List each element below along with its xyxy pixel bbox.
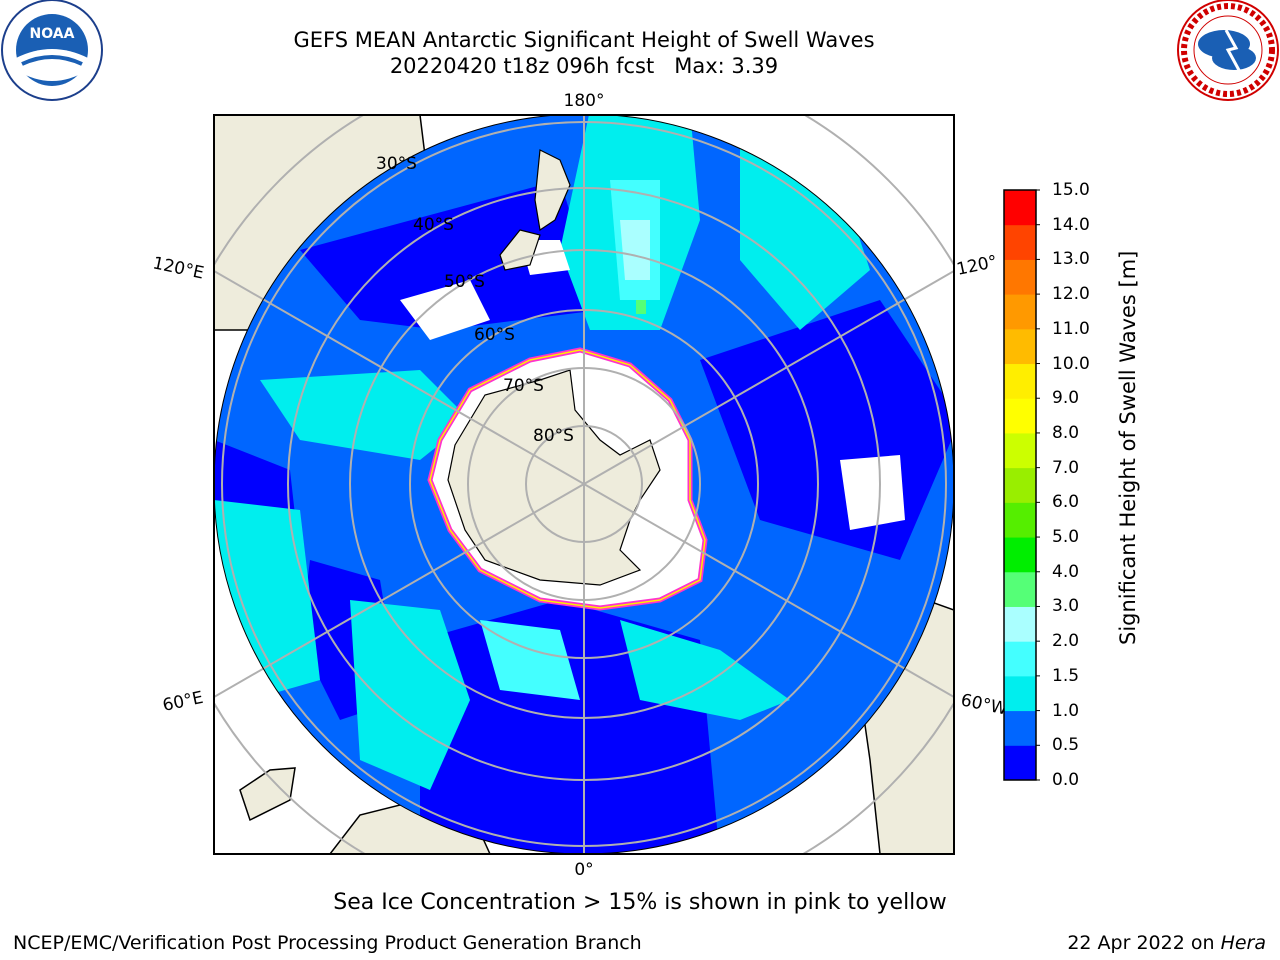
lat-label-30s: 30°S (376, 154, 417, 174)
colorbar-tick-label: 13.0 (1052, 249, 1090, 270)
colorbar-tick-label: 8.0 (1052, 422, 1080, 443)
colorbar-segment (1004, 641, 1036, 677)
graticule (214, 115, 954, 854)
colorbar-segment (1004, 398, 1036, 434)
lat-label-50s: 50°S (444, 272, 485, 292)
colorbar-tick-label: 6.0 (1052, 492, 1080, 513)
colorbar-segment (1004, 294, 1036, 330)
colorbar-tick-label: 7.0 (1052, 457, 1080, 478)
colorbar-tick-label: 1.5 (1052, 665, 1080, 686)
colorbar-segment (1004, 363, 1036, 399)
lon-label-120w: 120° (955, 252, 999, 280)
lon-label-180: 180° (564, 91, 605, 111)
colorbar-segment (1004, 328, 1036, 365)
noaa-logo-icon: NOAA (1, 0, 103, 101)
colorbar (1003, 189, 1040, 781)
colorbar-segment (1004, 224, 1036, 260)
footer-date-text: 22 Apr 2022 on (1067, 932, 1221, 954)
colorbar-tick-label: 12.0 (1052, 284, 1090, 305)
lon-label-0: 0° (574, 860, 593, 880)
colorbar-segment (1004, 502, 1036, 538)
lat-label-80s: 80°S (533, 426, 574, 446)
lat-label-70s: 70°S (503, 376, 544, 396)
colorbar-tick-label: 0.5 (1052, 735, 1080, 756)
colorbar-tick-label: 9.0 (1052, 388, 1080, 409)
noaa-logo-text: NOAA (30, 26, 75, 42)
colorbar-tick-label: 1.0 (1052, 700, 1080, 721)
colorbar-tick-label: 15.0 (1052, 180, 1090, 200)
colorbar-segment (1004, 432, 1036, 469)
footer-branch: NCEP/EMC/Verification Post Processing Pr… (13, 932, 642, 954)
colorbar-segment (1004, 675, 1036, 712)
footer-date: 22 Apr 2022 on Hera (1067, 932, 1266, 954)
colorbar-tick-label: 2.0 (1052, 631, 1080, 652)
sea-ice-note: Sea Ice Concentration > 15% is shown in … (333, 890, 947, 915)
colorbar-segment (1004, 259, 1036, 295)
footer-machine: Hera (1220, 932, 1266, 954)
colorbar-segment (1004, 190, 1036, 226)
colorbar-segment (1004, 571, 1036, 607)
lon-label-60e: 60°E (161, 688, 205, 716)
colorbar-segment (1004, 467, 1036, 503)
colorbar-tick-label: 5.0 (1052, 527, 1080, 548)
colorbar-tick-label: 0.0 (1052, 770, 1080, 790)
nws-logo-icon (1177, 0, 1279, 101)
colorbar-segment (1004, 745, 1036, 781)
colorbar-segment (1004, 710, 1036, 746)
colorbar-label: Significant Height of Swell Waves [m] (1115, 251, 1141, 645)
colorbar-segment (1004, 537, 1036, 573)
colorbar-tick-label: 3.0 (1052, 596, 1080, 617)
page-title: GEFS MEAN Antarctic Significant Height o… (293, 28, 875, 52)
colorbar-label-text: Significant Height of Swell Waves [m] (1116, 250, 1140, 645)
colorbar-tick-label: 11.0 (1052, 318, 1090, 339)
colorbar-tick-label: 14.0 (1052, 214, 1090, 235)
lon-label-120e: 120°E (151, 253, 206, 283)
colorbar-tick-label: 4.0 (1052, 561, 1080, 582)
lat-label-60s: 60°S (474, 325, 515, 345)
colorbar-tick-label: 10.0 (1052, 353, 1090, 374)
lat-label-40s: 40°S (413, 215, 454, 235)
colorbar-segment (1004, 606, 1036, 642)
page-subtitle: 20220420 t18z 096h fcst Max: 3.39 (389, 54, 779, 78)
